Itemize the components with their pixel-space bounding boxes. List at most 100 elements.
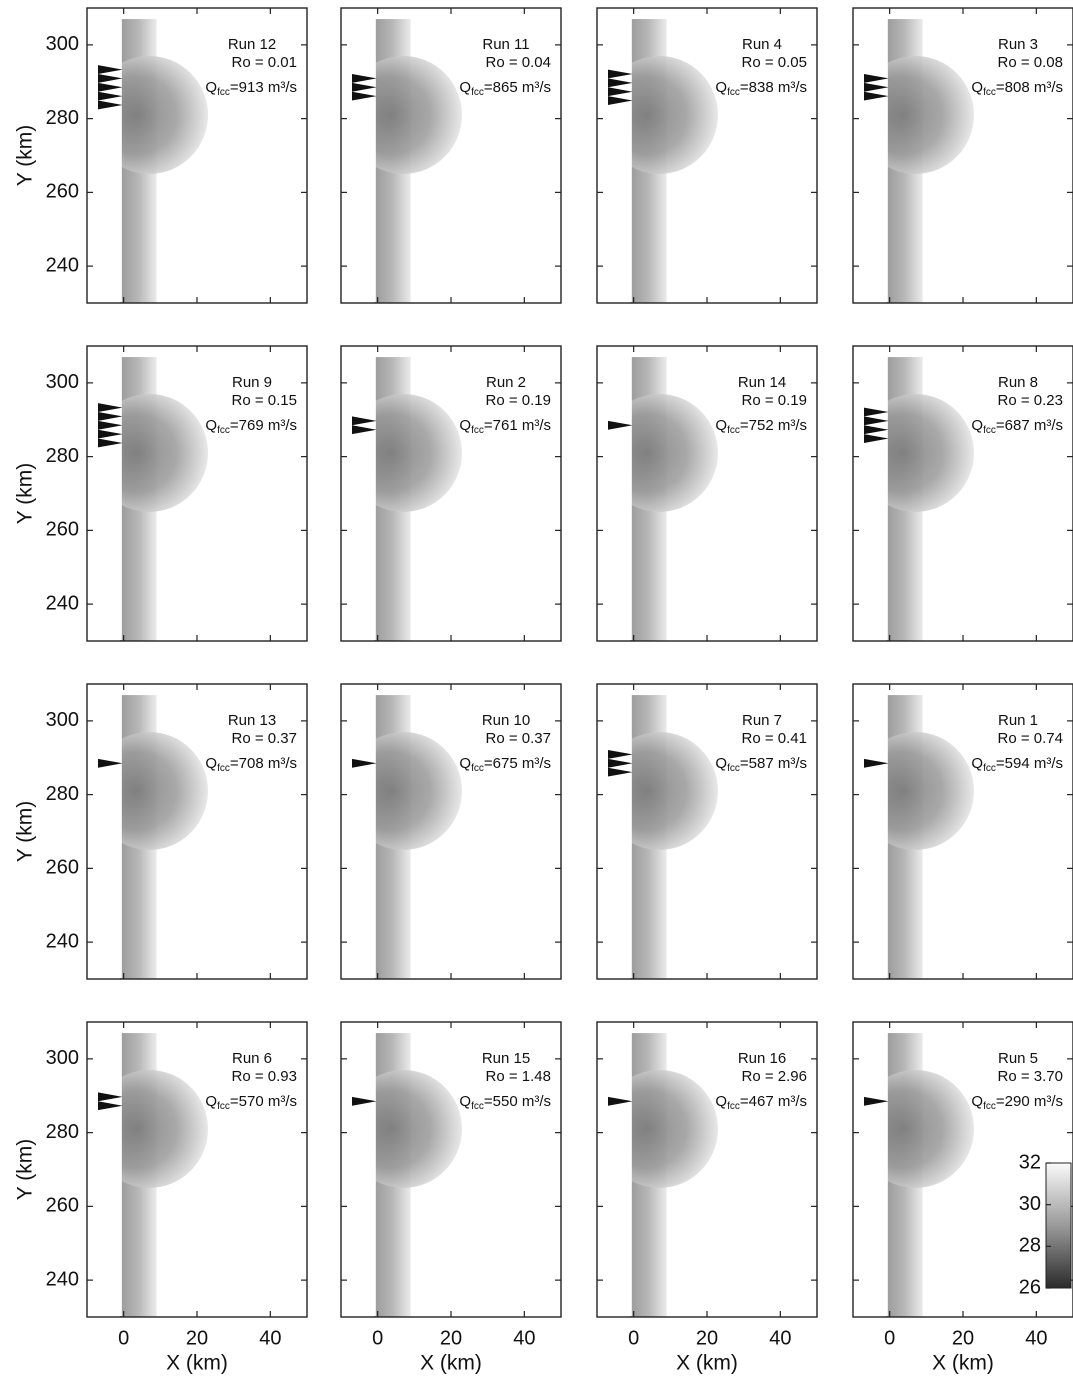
y-tick-label: 240 <box>46 254 79 276</box>
land <box>598 1023 632 1316</box>
discharge-value: =865 m³/s <box>484 79 551 96</box>
discharge-subscript: fcc <box>471 763 484 774</box>
discharge-symbol: Q <box>971 1093 983 1110</box>
y-tick-label: 280 <box>46 445 79 467</box>
inflow-arrow <box>98 403 123 413</box>
discharge-label: Qfcc=769 m³/s <box>205 417 297 436</box>
discharge-subscript: fcc <box>983 1101 996 1112</box>
discharge-label: Qfcc=587 m³/s <box>715 755 807 774</box>
discharge-symbol: Q <box>715 755 727 772</box>
discharge-value: =290 m³/s <box>996 1093 1063 1110</box>
y-tick-label: 240 <box>46 930 79 952</box>
colorbar-tick-label: 30 <box>1019 1193 1041 1215</box>
discharge-value: =550 m³/s <box>484 1093 551 1110</box>
discharge-subscript: fcc <box>471 1101 484 1112</box>
inflow-arrow <box>864 758 889 768</box>
inflow-arrow <box>98 1101 123 1111</box>
panel: Run 2Ro = 0.19 Qfcc=761 m³/s <box>340 345 562 642</box>
inflow-arrow <box>864 434 889 443</box>
land <box>88 9 122 302</box>
discharge-subscript: fcc <box>217 425 230 436</box>
inflow-arrow <box>608 750 633 759</box>
rossby-label: Ro = 0.19 <box>486 392 551 409</box>
land <box>342 347 376 640</box>
run-label: Run 14 <box>738 374 786 391</box>
x-tick-label: 20 <box>440 1327 462 1349</box>
discharge-value: =708 m³/s <box>230 755 297 772</box>
inflow-arrow <box>864 1096 889 1106</box>
discharge-label: Qfcc=865 m³/s <box>459 79 551 98</box>
y-tick-label: 300 <box>46 371 79 393</box>
x-tick-label: 20 <box>696 1327 718 1349</box>
inflow-arrow <box>98 82 123 92</box>
land <box>854 1023 888 1316</box>
rossby-label: Ro = 2.96 <box>742 1068 807 1085</box>
inflow-arrow <box>864 91 889 101</box>
x-tick-label: 0 <box>884 1327 895 1349</box>
y-axis-label: Y (km) <box>14 125 37 186</box>
x-tick-label: 40 <box>513 1327 535 1349</box>
x-axis-label: X (km) <box>420 1352 482 1375</box>
discharge-symbol: Q <box>971 417 983 434</box>
discharge-symbol: Q <box>459 79 471 96</box>
inflow-arrow <box>352 74 377 83</box>
rossby-label: Ro = 0.15 <box>232 392 297 409</box>
run-label: Run 10 <box>482 712 530 729</box>
land <box>88 1023 122 1316</box>
discharge-label: Qfcc=752 m³/s <box>715 417 807 436</box>
land <box>598 9 632 302</box>
run-label: Run 11 <box>482 36 529 53</box>
y-tick-label: 240 <box>46 592 79 614</box>
x-tick-label: 40 <box>1025 1327 1047 1349</box>
discharge-label: Qfcc=675 m³/s <box>459 755 551 774</box>
rossby-label: Ro = 0.04 <box>486 54 551 71</box>
discharge-symbol: Q <box>459 1093 471 1110</box>
discharge-value: =752 m³/s <box>740 417 807 434</box>
rossby-label: Ro = 0.93 <box>232 1068 297 1085</box>
run-label: Run 16 <box>738 1050 786 1067</box>
inflow-arrow <box>352 1096 377 1106</box>
rossby-label: Ro = 0.05 <box>742 54 807 71</box>
discharge-value: =467 m³/s <box>740 1093 807 1110</box>
x-axis-label: X (km) <box>676 1352 738 1375</box>
discharge-subscript: fcc <box>727 763 740 774</box>
y-axis-label: Y (km) <box>14 463 37 524</box>
y-tick-label: 300 <box>46 33 79 55</box>
discharge-subscript: fcc <box>471 87 484 98</box>
inflow-arrow <box>608 758 633 768</box>
discharge-value: =769 m³/s <box>230 417 297 434</box>
panel: 0 20 40 X (km) Run 5Ro = 3.70 Qfcc=290 m³/s 26… <box>852 1021 1073 1375</box>
rossby-label: Ro = 1.48 <box>486 1068 551 1085</box>
inflow-arrow <box>608 78 633 88</box>
x-tick-label: 0 <box>118 1327 129 1349</box>
y-tick-label: 240 <box>46 1268 79 1290</box>
inflow-arrow <box>608 96 633 105</box>
discharge-value: =808 m³/s <box>996 79 1063 96</box>
rossby-label: Ro = 0.74 <box>998 730 1063 747</box>
discharge-label: Qfcc=808 m³/s <box>971 79 1063 98</box>
run-label: Run 9 <box>232 374 272 391</box>
panel: 240 260 280 300 Y (km) Run 9Ro = 0.15 Qfcc=769… <box>14 345 308 642</box>
inflow-arrow <box>864 74 889 83</box>
discharge-label: Qfcc=708 m³/s <box>205 755 297 774</box>
y-axis-label: Y (km) <box>14 1139 37 1200</box>
land <box>88 347 122 640</box>
rossby-label: Ro = 0.08 <box>998 54 1063 71</box>
colorbar-tick-label: 26 <box>1019 1276 1041 1298</box>
y-tick-label: 280 <box>46 783 79 805</box>
rossby-label: Ro = 0.37 <box>486 730 551 747</box>
x-tick-label: 40 <box>259 1327 281 1349</box>
inflow-arrow <box>608 69 633 79</box>
land <box>854 347 888 640</box>
discharge-value: =570 m³/s <box>230 1093 297 1110</box>
inflow-arrow <box>864 82 889 92</box>
rossby-label: Ro = 0.41 <box>742 730 807 747</box>
inflow-arrow <box>98 91 123 101</box>
discharge-symbol: Q <box>205 417 217 434</box>
discharge-symbol: Q <box>459 417 471 434</box>
